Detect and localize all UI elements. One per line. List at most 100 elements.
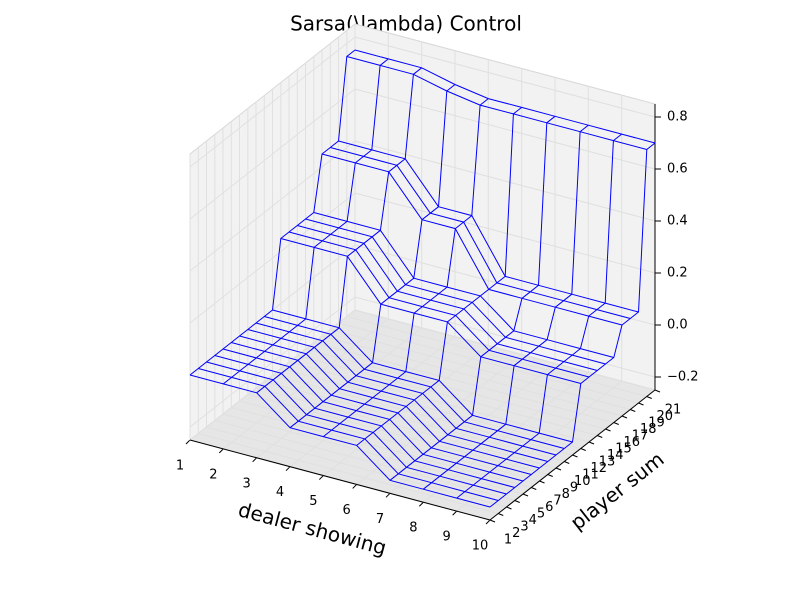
y-tick-label: 18 — [640, 422, 657, 437]
wire-line — [198, 368, 499, 501]
wire-line — [255, 322, 557, 456]
y-tick-label: 19 — [648, 416, 665, 431]
y-tick-label: 9 — [570, 481, 578, 496]
wire-line — [346, 56, 647, 150]
tick-mark — [654, 389, 661, 393]
wire-line — [231, 342, 532, 475]
z-tick-label: 0.2 — [667, 266, 688, 281]
z-tick-label: 0.6 — [667, 162, 688, 177]
tick-mark — [531, 487, 537, 490]
tick-mark — [385, 492, 391, 498]
grid-line — [189, 140, 656, 272]
wire-line — [247, 329, 548, 462]
grid-line — [239, 115, 540, 482]
tick-mark — [418, 501, 424, 507]
wire-line — [288, 231, 590, 378]
tick-mark — [489, 519, 496, 523]
y-tick-label: 15 — [615, 442, 632, 457]
y-axis-line — [489, 389, 656, 521]
x-tick-label: 5 — [309, 494, 317, 509]
grid-line — [230, 121, 532, 488]
x-tick-label: 3 — [243, 476, 251, 491]
tick-mark — [646, 396, 652, 399]
y-tick-label: 5 — [537, 507, 545, 522]
grid — [185, 24, 661, 525]
x-axis-line — [189, 439, 491, 521]
y-tick-label: 8 — [562, 487, 570, 502]
x-tick-label: 10 — [472, 539, 489, 554]
grid-line — [288, 76, 590, 443]
wire-line — [338, 140, 639, 313]
tick-mark — [218, 448, 224, 454]
tick-mark — [630, 409, 636, 412]
x-tick-label: 1 — [176, 459, 184, 474]
wire-line — [321, 153, 623, 326]
wire-line — [206, 361, 507, 495]
tick-mark — [452, 510, 458, 516]
grid-line — [313, 56, 614, 423]
tick-mark — [605, 428, 611, 432]
wire-line — [305, 218, 606, 365]
y-tick-label: 2 — [512, 526, 520, 541]
wire-line — [354, 49, 656, 144]
tick-mark — [613, 422, 619, 425]
y-tick-label: 16 — [623, 435, 640, 450]
y-tick-label: 1 — [504, 533, 512, 548]
wire-line — [222, 348, 524, 482]
tick-mark — [597, 435, 603, 438]
grid-line — [197, 147, 499, 514]
x-tick-label: 2 — [209, 467, 217, 482]
z-tick-label: 0.4 — [667, 214, 688, 229]
grid-line — [338, 37, 639, 404]
y-tick-label: 12 — [590, 461, 607, 476]
z-tick-label: 0.0 — [667, 318, 688, 333]
tick-mark — [498, 513, 504, 516]
wire-line — [214, 355, 515, 488]
tick-mark — [514, 500, 520, 503]
chart-title: Sarsa(\lambda) Control — [290, 12, 522, 36]
wire-line — [330, 147, 631, 319]
y-tick-label: 14 — [607, 448, 624, 463]
tick-mark — [285, 466, 291, 472]
wire-line — [264, 316, 565, 449]
grid-line — [280, 82, 581, 449]
wire-line — [189, 374, 491, 508]
tick-mark — [539, 480, 545, 484]
grid-line — [263, 95, 565, 462]
y-tick-label: 10 — [574, 474, 591, 489]
tick-mark — [580, 448, 586, 451]
tick-mark — [506, 506, 512, 510]
grid-line — [329, 43, 631, 410]
grid-line — [189, 192, 656, 324]
y-tick-label: 20 — [656, 409, 673, 424]
x-tick-label: 6 — [343, 503, 351, 518]
y-tick-label: 3 — [520, 520, 528, 535]
grid-line — [247, 108, 548, 475]
z-tick-label: 0.8 — [667, 110, 688, 125]
tick-mark — [588, 441, 595, 445]
grid-line — [305, 63, 606, 430]
grid-line — [206, 141, 507, 508]
y-tick-label: 21 — [665, 403, 682, 418]
grid-line — [346, 30, 647, 397]
y-tick-label: 17 — [632, 429, 649, 444]
tick-mark — [185, 439, 191, 445]
wire-line — [280, 238, 581, 384]
tick-mark — [352, 484, 358, 489]
grid-line — [214, 134, 515, 501]
wire-line — [272, 309, 573, 443]
y-tick-label: 4 — [529, 513, 537, 528]
tick-mark — [572, 454, 578, 458]
grid-line — [354, 24, 656, 391]
tick-mark — [318, 475, 324, 480]
tick-mark — [522, 493, 529, 497]
wire-line — [239, 335, 540, 469]
grid-line — [272, 89, 573, 456]
grid-line — [189, 36, 656, 168]
x-tick-label: 9 — [443, 530, 451, 545]
y-tick-label: 7 — [553, 494, 561, 509]
tick-mark — [252, 457, 258, 463]
y-tick-label: 6 — [545, 500, 553, 515]
x-tick-label: 4 — [276, 485, 284, 500]
